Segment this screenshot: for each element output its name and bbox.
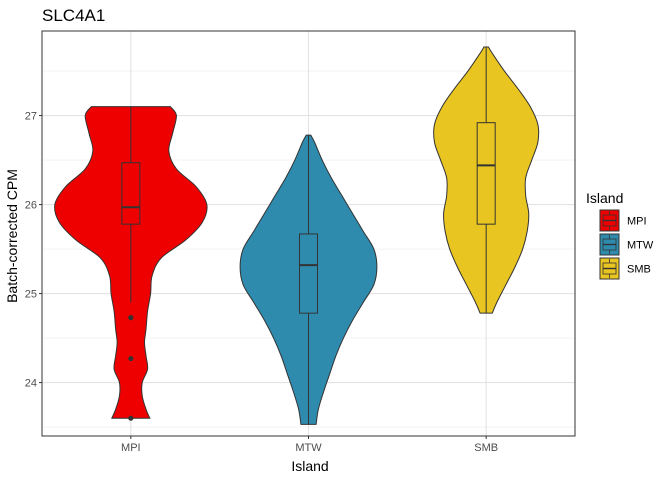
y-tick-label: 24	[25, 378, 37, 390]
outlier-point	[128, 355, 134, 362]
box	[476, 122, 496, 225]
legend-key-mtw: MTW	[599, 233, 654, 256]
legend-label: MTW	[627, 240, 654, 252]
x-axis: MPI MTW SMB	[121, 436, 498, 454]
legend: Island MPI MTW SMB	[586, 190, 654, 280]
x-axis-title: Island	[291, 458, 328, 474]
legend-label: SMB	[627, 264, 651, 276]
legend-label: MPI	[627, 216, 647, 228]
violins	[54, 46, 540, 425]
x-tick-label: MTW	[295, 442, 322, 454]
violin-mtw	[239, 134, 378, 425]
box	[299, 233, 318, 314]
y-tick-label: 27	[25, 111, 37, 123]
y-axis: 24 25 26 27	[25, 111, 42, 390]
legend-title: Island	[586, 190, 623, 206]
x-tick-label: MPI	[121, 442, 141, 454]
plot-panel	[41, 30, 576, 437]
y-tick-label: 25	[25, 289, 37, 301]
box	[121, 162, 141, 225]
outlier-point	[128, 315, 134, 321]
x-tick-label: SMB	[474, 442, 498, 454]
legend-key-mpi: MPI	[599, 209, 647, 232]
violin-smb	[433, 46, 540, 314]
violin-mpi	[54, 106, 208, 421]
outlier-point	[128, 415, 134, 421]
y-tick-label: 26	[25, 200, 37, 212]
legend-key-smb: SMB	[599, 257, 651, 280]
chart-title: SLC4A1	[42, 6, 105, 25]
y-axis-title: Batch-corrected CPM	[4, 169, 20, 303]
